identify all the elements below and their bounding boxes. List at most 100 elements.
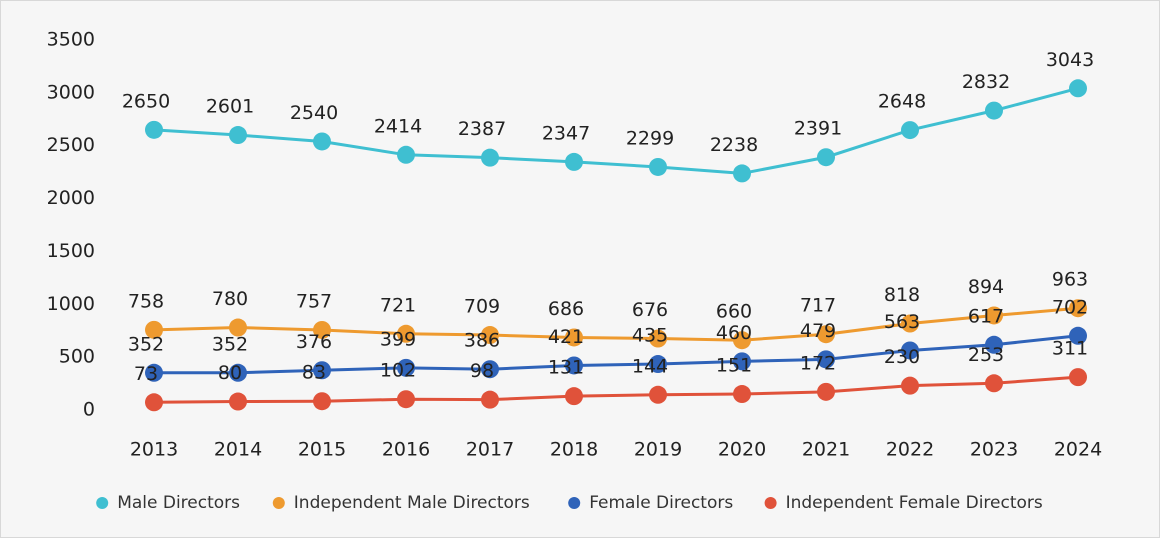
data-label: 352 — [128, 333, 164, 355]
point — [565, 152, 583, 171]
point — [565, 356, 583, 375]
data-label: 2648 — [878, 91, 926, 113]
data-label: 2238 — [710, 134, 758, 156]
y-tick-label: 3500 — [47, 29, 95, 51]
data-label: 421 — [548, 326, 584, 348]
data-label: 230 — [884, 346, 920, 368]
y-tick-label: 500 — [59, 346, 95, 368]
point — [145, 393, 163, 412]
data-label: 963 — [1052, 269, 1088, 291]
x-tick-label: 2024 — [1054, 439, 1102, 461]
x-tick-label: 2015 — [298, 439, 346, 461]
point — [901, 314, 919, 333]
data-label: 352 — [212, 333, 248, 355]
point — [985, 374, 1003, 393]
point — [229, 363, 247, 382]
point — [817, 382, 835, 401]
point — [901, 341, 919, 360]
point — [229, 126, 247, 145]
point — [481, 148, 499, 167]
legend-label: Male Directors — [117, 493, 240, 513]
data-label: 399 — [380, 328, 416, 350]
data-label: 2414 — [374, 115, 422, 137]
data-label: 2299 — [626, 127, 674, 149]
x-tick-label: 2016 — [382, 439, 430, 461]
point — [985, 306, 1003, 325]
data-label: 717 — [800, 295, 836, 317]
series-line — [153, 375, 1079, 404]
point — [649, 157, 667, 176]
data-label: 758 — [128, 290, 164, 312]
point — [145, 363, 163, 382]
point — [901, 121, 919, 140]
data-label: 660 — [716, 301, 752, 323]
point — [649, 355, 667, 374]
data-label: 2832 — [962, 71, 1010, 93]
point — [397, 324, 415, 343]
point — [817, 325, 835, 344]
point — [313, 392, 331, 411]
series-line — [153, 86, 1079, 175]
data-label: 144 — [632, 355, 668, 377]
point — [1069, 326, 1087, 345]
point — [481, 360, 499, 379]
point — [313, 320, 331, 339]
data-label: 102 — [380, 360, 416, 382]
legend-swatch — [272, 497, 285, 509]
point — [1069, 79, 1087, 98]
x-tick-label: 2021 — [802, 439, 850, 461]
data-label: 780 — [212, 288, 248, 310]
data-label: 435 — [632, 325, 668, 347]
data-label: 131 — [548, 357, 584, 379]
point — [1069, 368, 1087, 387]
data-label: 563 — [884, 311, 920, 333]
point — [145, 120, 163, 139]
y-tick-label: 0 — [83, 399, 95, 421]
legend-swatch — [568, 497, 581, 509]
data-label: 98 — [470, 360, 494, 382]
data-label: 172 — [800, 352, 836, 374]
series-line — [154, 334, 1079, 375]
point — [985, 335, 1003, 354]
data-label: 479 — [800, 320, 836, 342]
legend-label: Female Directors — [589, 493, 733, 513]
point — [649, 329, 667, 348]
point — [733, 352, 751, 371]
point — [229, 318, 247, 337]
point — [397, 145, 415, 164]
data-label: 376 — [296, 331, 332, 353]
data-label: 73 — [134, 363, 158, 385]
point — [481, 326, 499, 345]
x-tick-label: 2017 — [466, 439, 514, 461]
y-tick-label: 2000 — [47, 187, 95, 209]
x-tick-label: 2014 — [214, 439, 262, 461]
point — [901, 376, 919, 395]
point — [145, 320, 163, 339]
x-tick-label: 2019 — [634, 439, 682, 461]
legend-label: Independent Female Directors — [786, 493, 1043, 513]
data-label: 757 — [296, 290, 332, 312]
x-tick-label: 2023 — [970, 439, 1018, 461]
x-tick-label: 2022 — [886, 439, 934, 461]
x-tick-label: 2018 — [550, 439, 598, 461]
data-label: 676 — [632, 299, 668, 321]
data-label: 818 — [884, 284, 920, 306]
data-label: 894 — [968, 276, 1004, 298]
data-label: 721 — [380, 294, 416, 316]
y-tick-label: 1500 — [47, 240, 95, 262]
point — [229, 392, 247, 411]
point — [565, 387, 583, 406]
legend-swatch — [764, 497, 777, 509]
point — [313, 361, 331, 380]
data-label: 3043 — [1046, 49, 1094, 71]
data-label: 253 — [968, 344, 1004, 366]
y-tick-label: 2500 — [47, 134, 95, 156]
data-label: 617 — [968, 305, 1004, 327]
point — [733, 164, 751, 183]
y-tick-label: 3000 — [47, 81, 95, 103]
data-label: 2347 — [542, 122, 590, 144]
data-label: 311 — [1052, 338, 1088, 360]
point — [649, 385, 667, 404]
